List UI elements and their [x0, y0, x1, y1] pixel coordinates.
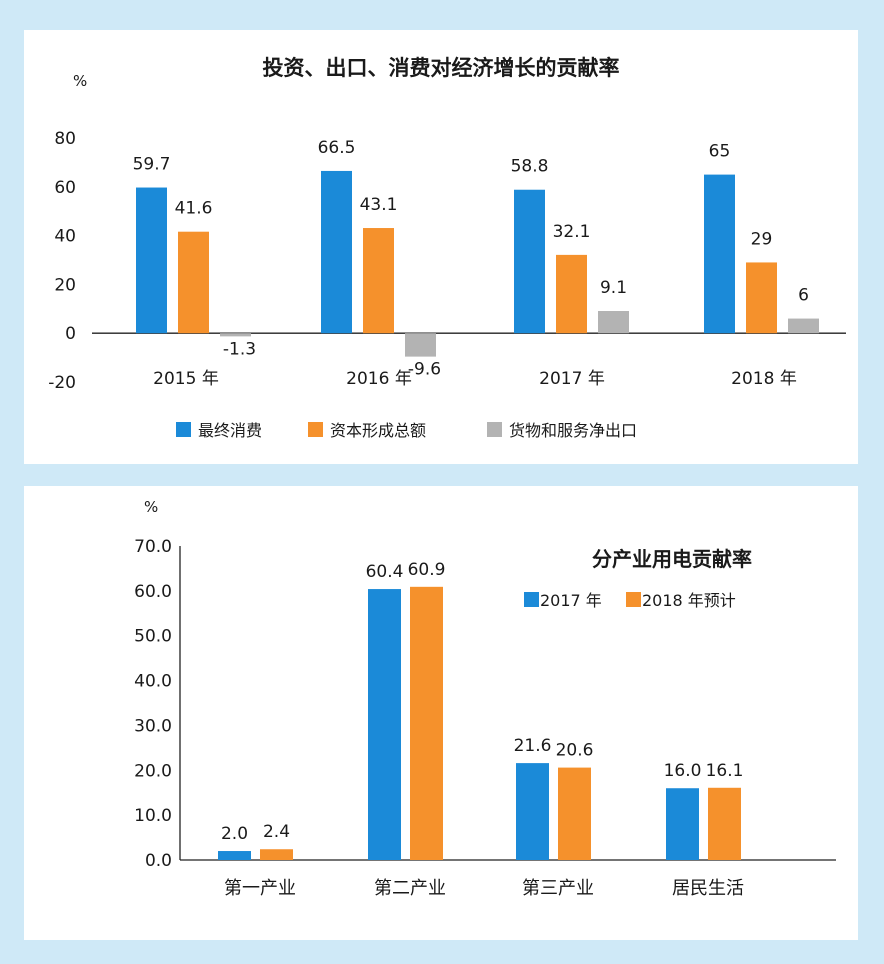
y-tick-label: 80 [54, 129, 76, 149]
chart-panel-electricity: % 分产业用电贡献率 70.0 60.0 50.0 40.0 30.0 20.0 10.0 0.0… [24, 486, 858, 940]
bar [410, 586, 443, 860]
bar [788, 318, 819, 334]
data-label: 2.4 [263, 822, 290, 842]
x-category-label: 第一产业 [224, 878, 296, 899]
bar [136, 187, 167, 334]
data-label: 59.7 [133, 155, 171, 175]
x-category-label: 居民生活 [672, 878, 744, 899]
legend-swatch [626, 592, 641, 607]
bar [558, 767, 591, 860]
bar [260, 849, 293, 860]
y-tick-label: 70.0 [134, 537, 172, 557]
data-label: 60.4 [366, 562, 404, 582]
legend-label: 货物和服务净出口 [509, 421, 637, 440]
x-category-label: 2016 年 [346, 369, 412, 389]
y-tick-label: 20.0 [134, 761, 172, 781]
y-tick-label: 50.0 [134, 627, 172, 647]
bar [704, 174, 735, 334]
data-label: 2.0 [221, 824, 248, 844]
data-label: 60.9 [408, 560, 446, 580]
data-label: 43.1 [360, 195, 398, 215]
legend-label: 2017 年 [540, 591, 602, 610]
bar [556, 254, 587, 334]
bar [516, 763, 549, 860]
bar [598, 310, 629, 334]
x-category-label: 2018 年 [731, 369, 797, 389]
y-tick-label: 0.0 [145, 851, 172, 871]
data-label: 65 [709, 142, 731, 162]
chart-panel-contribution: 投资、出口、消费对经济增长的贡献率% 80 60 40 20 0 -20 2015 年 2016… [24, 30, 858, 464]
data-label: 20.6 [556, 741, 594, 761]
data-label: 58.8 [511, 157, 549, 177]
legend-swatch [308, 422, 323, 437]
bar [218, 851, 251, 860]
legend-swatch [487, 422, 502, 437]
y-tick-label: 60 [54, 178, 76, 198]
legend-label: 2018 年预计 [642, 591, 736, 610]
bar [405, 333, 436, 357]
data-label: 29 [751, 229, 773, 249]
data-label: 9.1 [600, 278, 627, 298]
data-label: 32.1 [553, 222, 591, 242]
bar [708, 787, 741, 860]
legend-swatch [176, 422, 191, 437]
data-label: 41.6 [175, 199, 213, 219]
data-label: 21.6 [514, 736, 552, 756]
y-tick-label: 30.0 [134, 716, 172, 736]
legend-swatch [524, 592, 539, 607]
data-label: 66.5 [318, 138, 356, 158]
legend-label: 最终消费 [198, 421, 262, 440]
data-label: -9.6 [408, 360, 441, 380]
x-category-label: 第三产业 [522, 878, 594, 899]
bar [746, 262, 777, 334]
data-label: 16.0 [664, 761, 702, 781]
y-tick-label: 60.0 [134, 582, 172, 602]
bar [321, 170, 352, 334]
y-tick-label: 0 [65, 324, 76, 344]
x-category-label: 2017 年 [539, 369, 605, 389]
y-tick-label: 40 [54, 227, 76, 247]
bar [666, 788, 699, 860]
y-tick-label: 40.0 [134, 672, 172, 692]
legend-label: 资本形成总额 [330, 421, 426, 440]
data-label: 6 [798, 286, 809, 306]
y-unit-label: % [144, 498, 158, 516]
chart-title: 投资、出口、消费对经济增长的贡献率 [263, 55, 620, 80]
x-category-label: 2015 年 [153, 369, 219, 389]
chart-electricity: % 分产业用电贡献率 70.0 60.0 50.0 40.0 30.0 20.0 10.0 0.0… [134, 498, 836, 899]
chart-contribution: 投资、出口、消费对经济增长的贡献率% 80 60 40 20 0 -20 2015 年 2016… [48, 55, 846, 440]
bar [178, 231, 209, 334]
bar [368, 589, 401, 860]
y-tick-label: 10.0 [134, 806, 172, 826]
data-label: 16.1 [706, 761, 744, 781]
y-tick-label: 20 [54, 275, 76, 295]
chart-title: 分产业用电贡献率 [592, 547, 752, 571]
bar [220, 333, 251, 337]
x-category-label: 第二产业 [374, 878, 446, 899]
data-label: -1.3 [223, 339, 256, 359]
bar [363, 228, 394, 334]
y-tick-label: -20 [48, 373, 76, 393]
y-unit-label: % [73, 72, 87, 90]
bar [514, 189, 545, 334]
